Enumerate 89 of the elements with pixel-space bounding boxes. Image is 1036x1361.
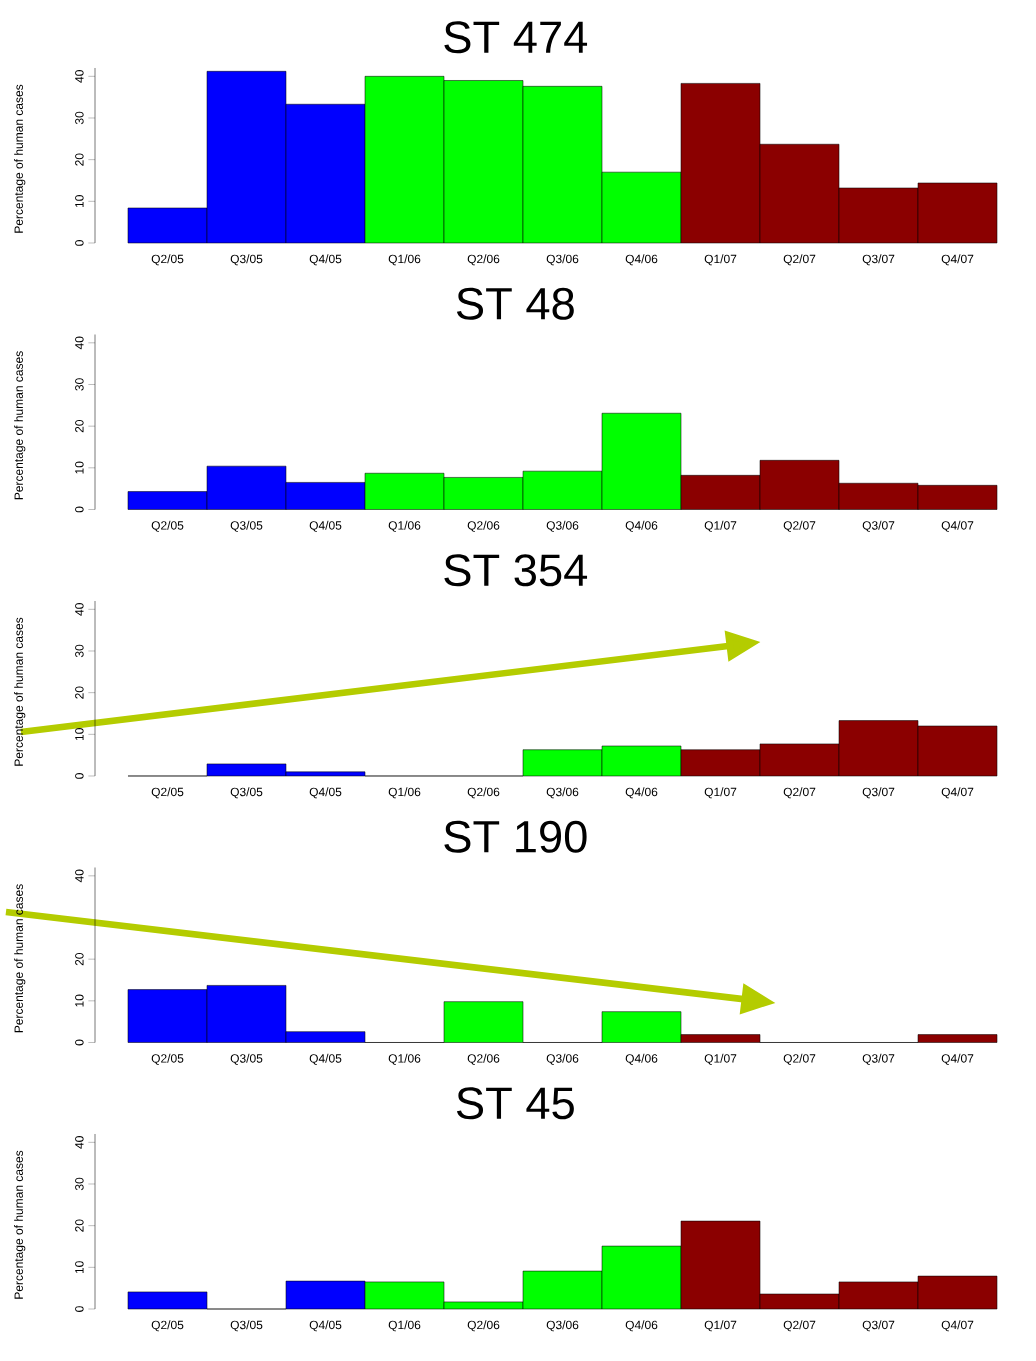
y-axis-title: Percentage of human cases bbox=[14, 884, 26, 1033]
x-tick-label: Q1/07 bbox=[704, 787, 737, 799]
x-tick-label: Q4/05 bbox=[309, 254, 342, 266]
y-tick-label: 30 bbox=[75, 644, 84, 658]
y-tick-label: 40 bbox=[75, 1136, 84, 1149]
x-tick-label: Q1/06 bbox=[388, 520, 421, 532]
x-tick-label: Q4/07 bbox=[941, 520, 974, 532]
chart-title: ST 190 bbox=[444, 820, 587, 853]
x-tick-label: Q1/07 bbox=[704, 254, 737, 266]
y-tick-label: 10 bbox=[75, 994, 84, 1007]
x-tick-label: Q2/05 bbox=[151, 520, 184, 532]
y-axis-title: Percentage of human cases bbox=[14, 351, 26, 500]
y-tick-label: 30 bbox=[75, 378, 84, 391]
x-tick-label: Q2/06 bbox=[467, 787, 500, 799]
x-tick-label: Q2/07 bbox=[783, 520, 816, 532]
x-tick-label: Q3/05 bbox=[230, 254, 263, 266]
x-tick-label: Q2/07 bbox=[783, 1053, 816, 1065]
x-tick-label: Q4/06 bbox=[625, 254, 658, 266]
y-tick-label: 10 bbox=[75, 461, 84, 474]
y-tick-label: 20 bbox=[75, 952, 84, 966]
x-tick-label: Q2/05 bbox=[151, 254, 184, 266]
x-tick-label: Q3/07 bbox=[862, 787, 895, 799]
x-tick-label: Q4/07 bbox=[941, 787, 974, 799]
y-axis-title: Percentage of human cases bbox=[14, 1150, 26, 1299]
y-tick-label: 20 bbox=[75, 686, 84, 699]
y-tick-label: 0 bbox=[75, 240, 84, 246]
x-tick-label: Q3/06 bbox=[546, 1320, 579, 1332]
x-tick-label: Q3/07 bbox=[862, 254, 895, 266]
x-tick-label: Q4/06 bbox=[625, 1053, 658, 1065]
x-tick-label: Q4/05 bbox=[309, 520, 342, 532]
x-tick-label: Q4/05 bbox=[309, 787, 342, 799]
y-tick-label: 10 bbox=[75, 1261, 84, 1274]
x-tick-label: Q1/07 bbox=[704, 520, 737, 532]
x-tick-label: Q3/06 bbox=[546, 254, 579, 266]
y-tick-label: 0 bbox=[75, 1039, 84, 1046]
x-tick-label: Q2/07 bbox=[783, 254, 816, 266]
x-tick-label: Q3/06 bbox=[546, 1053, 579, 1065]
y-axis-title: Percentage of human cases bbox=[14, 617, 26, 766]
x-tick-label: Q3/06 bbox=[546, 787, 579, 799]
x-tick-label: Q2/05 bbox=[151, 1053, 184, 1065]
x-tick-label: Q3/07 bbox=[862, 1053, 895, 1065]
x-tick-label: Q2/06 bbox=[467, 1320, 500, 1332]
y-tick-label: 0 bbox=[75, 1306, 84, 1312]
y-axis-title: Percentage of human cases bbox=[14, 84, 26, 233]
x-tick-label: Q2/05 bbox=[151, 787, 184, 799]
y-tick-label: 30 bbox=[75, 1177, 84, 1191]
x-tick-label: Q4/05 bbox=[309, 1320, 342, 1332]
y-tick-label: 40 bbox=[75, 70, 84, 83]
y-tick-label: 10 bbox=[75, 728, 84, 741]
x-tick-label: Q2/06 bbox=[467, 520, 500, 532]
x-tick-label: Q3/07 bbox=[862, 1320, 895, 1332]
y-tick-label: 40 bbox=[75, 869, 84, 883]
y-tick-label: 20 bbox=[75, 153, 84, 166]
y-tick-label: 20 bbox=[75, 1219, 84, 1232]
x-tick-label: Q1/07 bbox=[704, 1320, 737, 1332]
chart-title: ST 48 bbox=[456, 287, 574, 320]
x-tick-label: Q3/05 bbox=[230, 520, 263, 532]
chart-title: ST 354 bbox=[444, 554, 588, 587]
y-tick-label: 40 bbox=[75, 336, 84, 350]
x-tick-label: Q2/06 bbox=[467, 1053, 500, 1065]
x-tick-label: Q3/05 bbox=[230, 787, 263, 799]
y-tick-label: 40 bbox=[75, 603, 84, 616]
x-tick-label: Q2/07 bbox=[783, 1320, 816, 1332]
x-tick-label: Q4/06 bbox=[625, 520, 658, 532]
x-tick-label: Q1/07 bbox=[704, 1053, 737, 1065]
x-tick-label: Q3/06 bbox=[546, 520, 579, 532]
chart-title: ST 474 bbox=[444, 21, 588, 54]
x-tick-label: Q3/07 bbox=[862, 520, 895, 532]
y-tick-label: 30 bbox=[75, 111, 84, 125]
x-tick-label: Q4/06 bbox=[625, 787, 658, 799]
x-tick-label: Q4/07 bbox=[941, 1053, 974, 1065]
chart-title: ST 45 bbox=[456, 1087, 574, 1120]
y-tick-label: 0 bbox=[75, 506, 84, 513]
x-tick-label: Q4/06 bbox=[625, 1320, 658, 1332]
x-tick-label: Q1/06 bbox=[388, 1053, 421, 1065]
x-tick-label: Q3/05 bbox=[230, 1320, 263, 1332]
x-tick-label: Q1/06 bbox=[388, 254, 421, 266]
x-tick-label: Q2/07 bbox=[783, 787, 816, 799]
x-tick-label: Q4/07 bbox=[941, 1320, 974, 1332]
x-tick-label: Q2/05 bbox=[151, 1320, 184, 1332]
x-tick-label: Q4/05 bbox=[309, 1053, 342, 1065]
y-tick-label: 0 bbox=[75, 773, 84, 779]
y-tick-label: 20 bbox=[75, 419, 84, 433]
x-tick-label: Q3/05 bbox=[230, 1053, 263, 1065]
x-tick-label: Q1/06 bbox=[388, 787, 421, 799]
x-tick-label: Q1/06 bbox=[388, 1320, 421, 1332]
x-tick-label: Q4/07 bbox=[941, 254, 974, 266]
x-tick-label: Q2/06 bbox=[467, 254, 500, 266]
y-tick-label: 10 bbox=[75, 195, 84, 208]
